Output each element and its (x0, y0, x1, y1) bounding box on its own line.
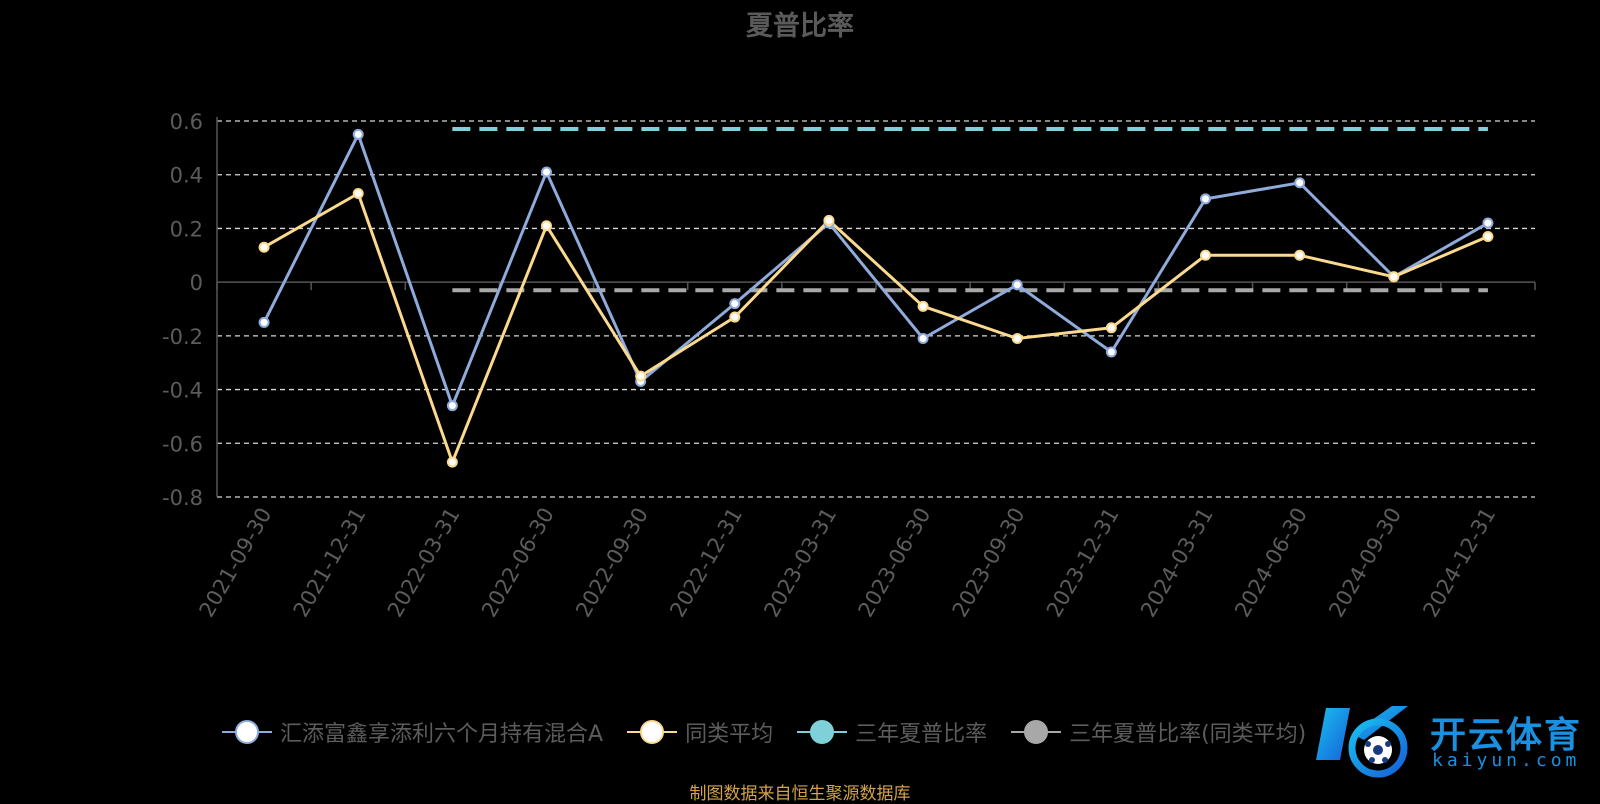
watermark-name: 开云体育 (1430, 715, 1583, 756)
data-point (1200, 249, 1211, 261)
data-point (1105, 346, 1117, 358)
data-point (1482, 217, 1494, 229)
legend-fund-symbol (222, 720, 272, 744)
watermark-url: kaiyun.com (1432, 750, 1581, 771)
legend-three-year-sharpe-label: 三年夏普比率 (855, 722, 988, 747)
data-source-note: 制图数据来自恒生聚源数据库 (689, 784, 911, 804)
y-tick-label: 0.6 (170, 110, 203, 134)
data-point (1011, 279, 1023, 291)
series-line (262, 132, 1489, 408)
x-tick-label: 2022-03-31 (383, 504, 465, 622)
data-point (541, 166, 552, 178)
data-point (1388, 271, 1400, 283)
x-tick-label: 2022-09-30 (571, 504, 653, 622)
y-tick-label: -0.2 (162, 325, 203, 349)
data-point (635, 370, 647, 382)
legend-peer-average-label: 同类平均 (685, 722, 774, 747)
legend-item-peer-average[interactable]: 同类平均 (627, 716, 773, 748)
data-point (1011, 333, 1023, 345)
legend-peer-average-symbol (627, 720, 678, 744)
data-point (1105, 322, 1117, 334)
kaiyun-logo-icon (1316, 706, 1408, 778)
x-tick-label: 2024-09-30 (1324, 504, 1406, 622)
kaiyun-watermark: 开云体育 kaiyun.com (1312, 700, 1600, 780)
x-tick-label: 2024-03-31 (1136, 504, 1218, 622)
data-point (917, 300, 929, 312)
x-tick-label: 2021-12-31 (289, 504, 371, 622)
data-point (729, 311, 741, 323)
data-point (541, 220, 552, 232)
data-point (917, 333, 929, 345)
x-tick-label: 2022-06-30 (477, 504, 559, 622)
x-tick-label: 2023-03-31 (759, 504, 841, 622)
chart-title: 夏普比率 (746, 11, 854, 42)
x-tick-label: 2023-12-31 (1042, 504, 1124, 622)
chart-legend: 汇添富鑫享添利六个月持有混合A 同类平均 三年夏普比率 三年夏普比率(同类平均) (222, 716, 1330, 748)
legend-three-year-sharpe-peer-symbol (1011, 720, 1062, 744)
data-point (1200, 193, 1211, 205)
y-tick-label: 0.4 (170, 164, 203, 188)
data-point (729, 298, 741, 310)
data-point (352, 128, 364, 140)
legend-fund-label: 汇添富鑫享添利六个月持有混合A (280, 722, 604, 747)
legend-three-year-sharpe-symbol (797, 720, 848, 744)
x-tick-label: 2021-09-30 (195, 504, 277, 622)
x-tick-label: 2023-09-30 (948, 504, 1030, 622)
legend-item-three-year-sharpe[interactable]: 三年夏普比率 (797, 716, 987, 748)
legend-item-fund[interactable]: 汇添富鑫享添利六个月持有混合A (222, 716, 603, 748)
x-tick-label: 2023-06-30 (854, 504, 936, 622)
data-point (352, 188, 364, 200)
data-point (258, 316, 270, 328)
data-point (446, 400, 458, 412)
y-tick-label: -0.6 (162, 432, 203, 456)
x-tick-label: 2024-06-30 (1230, 504, 1312, 622)
y-tick-label: -0.8 (162, 486, 203, 510)
y-tick-label: 0.2 (170, 217, 203, 241)
x-tick-label: 2024-12-31 (1418, 504, 1500, 622)
legend-item-three-year-sharpe-peer[interactable]: 三年夏普比率(同类平均) (1011, 716, 1306, 748)
data-point (1294, 249, 1306, 261)
data-point (1294, 177, 1306, 189)
data-point (258, 241, 270, 253)
data-point (823, 214, 835, 226)
data-point (446, 456, 458, 468)
series-line (263, 192, 1489, 464)
x-tick-label: 2022-12-31 (665, 504, 747, 622)
y-tick-label: -0.4 (162, 379, 203, 403)
legend-three-year-sharpe-peer-label: 三年夏普比率(同类平均) (1069, 722, 1307, 747)
y-tick-label: 0 (190, 271, 203, 295)
data-point (1482, 230, 1494, 242)
